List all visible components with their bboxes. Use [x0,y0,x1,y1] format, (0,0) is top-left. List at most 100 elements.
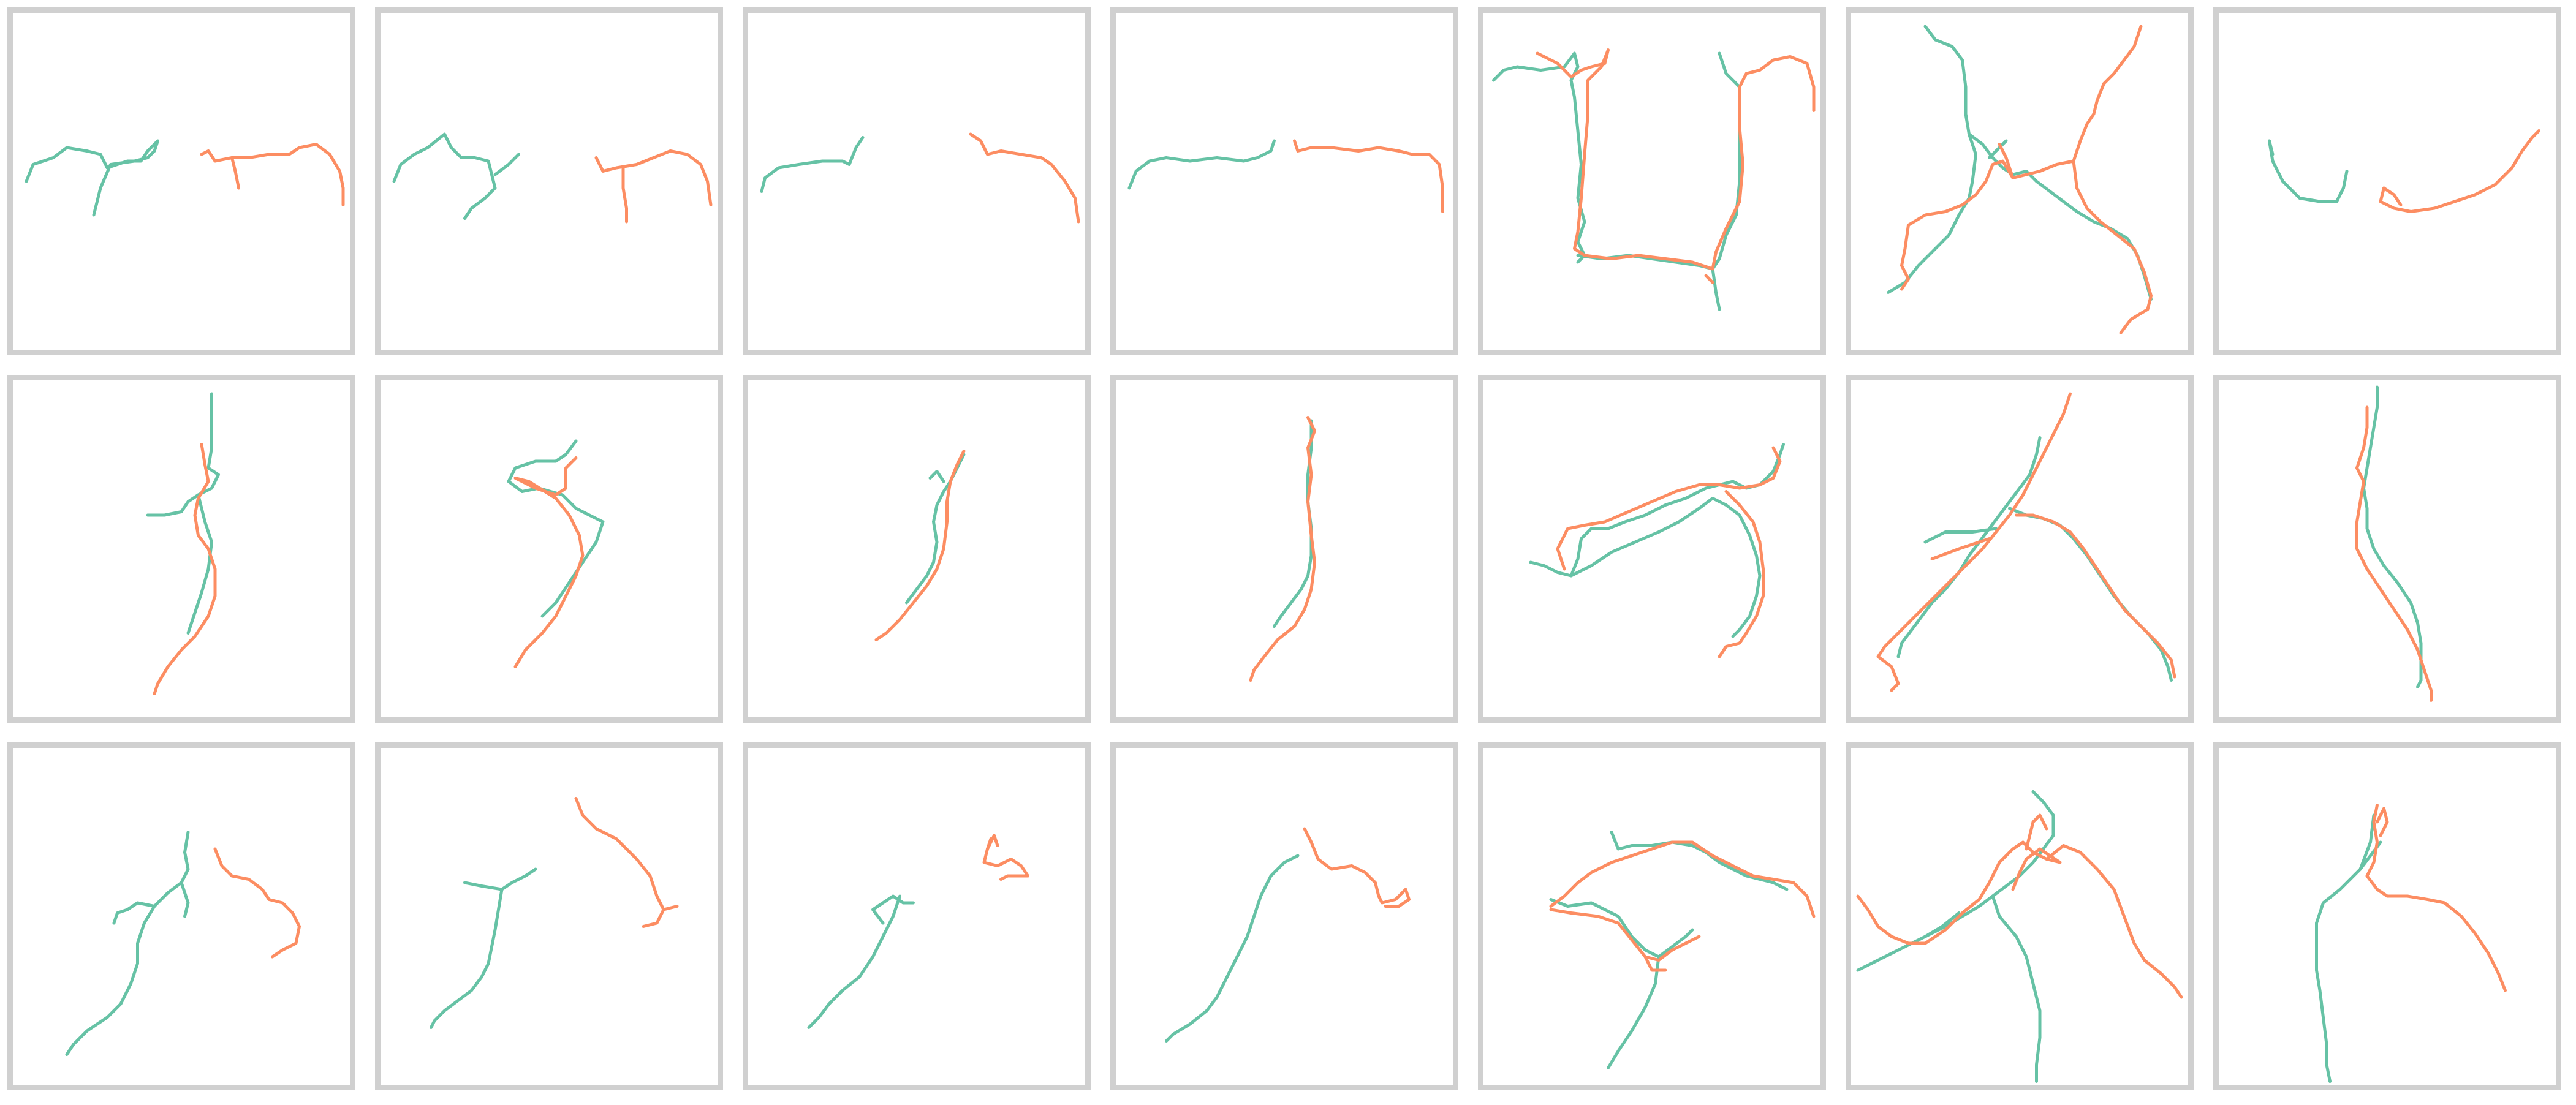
trajectory-plot [1856,790,2183,1083]
trajectory-plot [392,132,713,224]
orange-trajectory-3 [153,443,217,695]
green-trajectory-2 [871,894,915,925]
trajectory-plot [807,834,1029,1029]
trajectory-panel-r2-c3 [743,375,1091,723]
trajectory-plot [760,132,1080,224]
green-trajectory-2 [463,881,504,891]
green-trajectory-2 [2008,507,2173,682]
orange-trajectory-3 [1556,446,1782,571]
green-trajectory-2 [928,470,945,483]
trajectory-plot [1887,25,2153,334]
orange-trajectory-2 [969,132,1080,224]
trajectory-plot [25,139,345,217]
orange-trajectory-2 [513,456,585,668]
trajectory-plot [430,797,679,1029]
orange-trajectory-4 [1876,392,2072,692]
orange-trajectory-4 [662,905,679,911]
trajectory-plot [1127,139,1444,213]
orange-trajectory-4 [1549,840,1816,918]
green-trajectory-1 [1610,831,1789,891]
orange-trajectory-4 [1856,840,2062,945]
green-trajectory-1 [1887,25,1977,294]
trajectory-panel-r3-c1 [7,742,355,1090]
orange-trajectory-4 [1718,490,1765,658]
orange-trajectory-5 [2015,513,2176,679]
trajectory-panel-r2-c4 [1110,375,1458,723]
orange-trajectory-2 [1293,139,1444,213]
trajectory-panel-r1-c5 [1478,7,1826,355]
green-trajectory-2 [1576,51,1741,271]
green-trajectory-1 [905,453,966,605]
orange-trajectory-4 [1900,25,2143,291]
orange-trajectory-5 [2045,844,2183,999]
trajectory-panel-r3-c5 [1478,742,1826,1090]
green-trajectory-2 [180,881,190,918]
orange-trajectory-3 [982,837,1029,881]
green-trajectory-3 [1607,955,1661,1069]
trajectory-panel-r3-c2 [375,742,723,1090]
trajectory-panel-r3-c4 [1110,742,1458,1090]
trajectory-plot [1876,392,2176,692]
orange-trajectory-3 [2365,804,2507,992]
green-trajectory-1 [1127,139,1276,190]
orange-trajectory-4 [2376,807,2389,837]
green-trajectory-1 [146,392,220,517]
orange-trajectory-6 [1998,143,2015,179]
orange-trajectory-2 [1303,827,1411,908]
orange-trajectory-4 [2382,186,2403,206]
green-trajectory-1 [2315,813,2376,1083]
trajectory-panel-r2-c5 [1478,375,1826,723]
green-trajectory-1 [507,439,605,618]
orange-trajectory-3 [230,156,240,190]
trajectory-plot [1165,827,1411,1043]
green-trajectory-2 [493,153,520,176]
trajectory-panel-r1-c6 [1846,7,2194,355]
trajectory-panel-r1-c4 [1110,7,1458,355]
green-trajectory-1 [760,136,865,193]
trajectory-panel-r3-c3 [743,742,1091,1090]
green-trajectory-3 [1711,267,1721,311]
trajectory-panel-r1-c7 [2213,7,2561,355]
green-trajectory-1 [1896,436,2042,658]
green-trajectory-3 [112,901,156,925]
trajectory-panel-r1-c1 [7,7,355,355]
trajectory-plot [1549,831,1816,1069]
trajectory-panel-r2-c6 [1846,375,2194,723]
orange-trajectory-4 [986,834,999,851]
green-trajectory-1 [392,132,497,220]
orange-trajectory-6 [1643,955,1667,972]
trajectory-plot [2268,129,2540,213]
green-trajectory-2 [1968,132,2153,301]
green-trajectory-1 [430,867,537,1029]
trajectory-panel-r3-c6 [1846,742,2194,1090]
trajectory-plot [1529,443,1785,658]
trajectory-plot [2355,385,2433,702]
orange-trajectory-2 [1249,416,1316,682]
trajectory-panel-r2-c7 [2213,375,2561,723]
green-trajectory-1 [1856,790,2055,972]
green-trajectory-3 [1923,527,1998,544]
orange-trajectory-2 [2355,405,2433,702]
trajectory-plot [1249,416,1316,682]
orange-trajectory-2 [200,143,345,206]
orange-trajectory-4 [213,847,301,959]
trajectory-panel-r1-c3 [743,7,1091,355]
orange-trajectory-5 [1704,274,1714,284]
trajectory-plot [146,392,220,695]
orange-trajectory-4 [1536,48,1816,271]
trajectory-plot [2315,804,2507,1083]
green-trajectory-2 [1549,898,1694,959]
green-trajectory-2 [1569,497,1762,638]
orange-trajectory-3 [2379,129,2540,213]
green-trajectory-1 [2362,385,2423,688]
orange-trajectory-5 [2072,159,2153,334]
trajectory-panel-r1-c2 [375,7,723,355]
green-trajectory-1 [807,894,901,1029]
orange-trajectory-3 [874,450,966,641]
trajectory-plot [874,450,966,641]
trajectory-panel-r2-c1 [7,375,355,723]
trajectory-plot [1492,48,1816,311]
orange-trajectory-5 [1549,908,1701,962]
green-trajectory-1 [65,831,190,1056]
